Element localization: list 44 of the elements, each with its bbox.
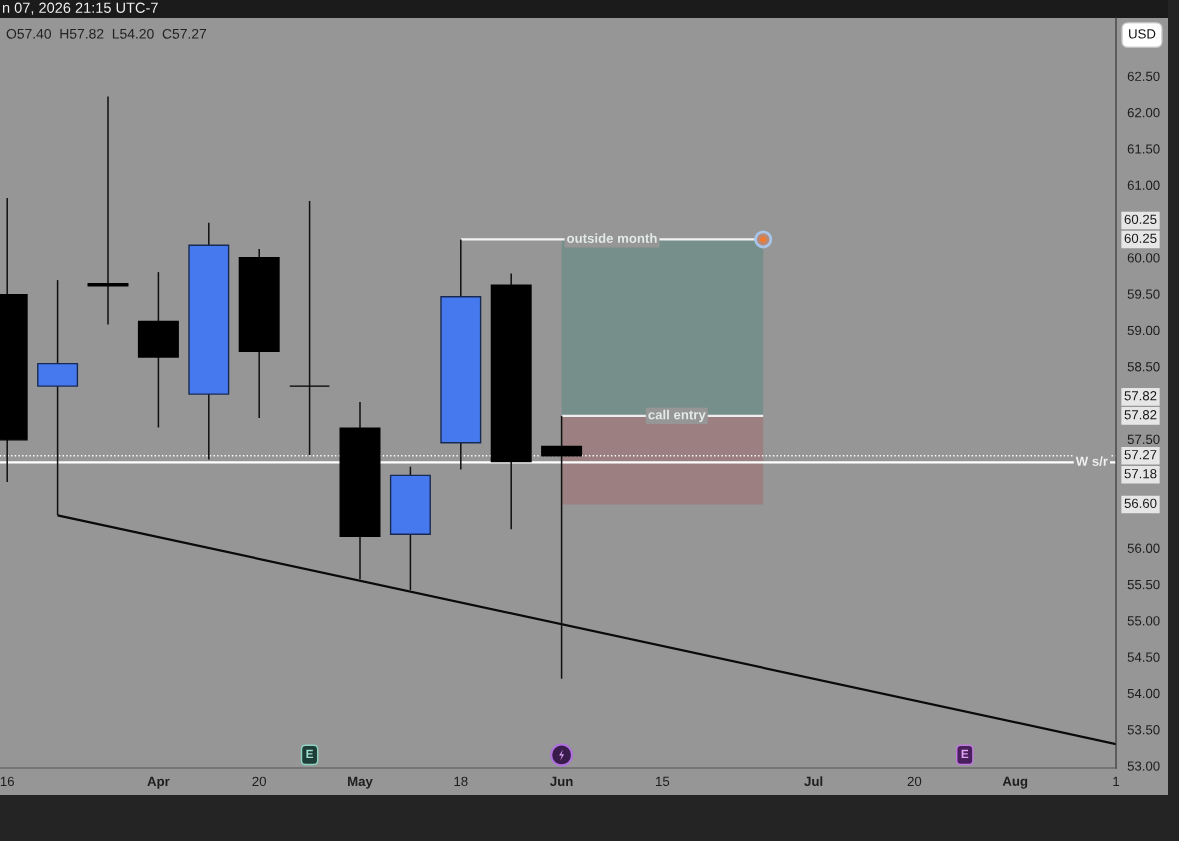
x-tick-label: Aug — [1002, 776, 1028, 789]
text: 57.27 — [1124, 450, 1157, 460]
x-tick-label: 15 — [656, 776, 670, 787]
y-tick-label: 58.50 — [1127, 362, 1160, 372]
text: 57.18 — [1124, 469, 1157, 479]
y-tick-label: 61.50 — [1127, 144, 1160, 154]
candlestick — [289, 200, 331, 456]
y-tick-label: 55.50 — [1127, 579, 1160, 590]
x-tick-label: Jun — [550, 776, 573, 787]
y-tick-label: 54.00 — [1127, 688, 1160, 699]
y-tick-label: 60.00 — [1127, 253, 1160, 263]
text: 56.60 — [1124, 498, 1157, 508]
text: 57.82 — [1124, 391, 1157, 401]
text: 60.25 — [1124, 233, 1157, 243]
x-tick-label: 20 — [907, 776, 922, 787]
y-tick-label: 62.00 — [1127, 107, 1160, 118]
y-tick-label: 59.50 — [1127, 289, 1160, 299]
text: 60.25 — [1124, 214, 1157, 224]
x-tick-label: May — [348, 776, 373, 789]
y-tick-label: 57.50 — [1127, 434, 1160, 445]
candlestick — [87, 95, 129, 326]
x-tick-label: 18 — [454, 776, 468, 787]
y-tick-label: 62.50 — [1127, 71, 1160, 81]
text: O57.40 H57.82 L54.20 C57.27 — [6, 28, 207, 39]
annotation: call entry — [648, 409, 706, 423]
text: 57.82 — [1124, 410, 1157, 420]
x-tick-label: Apr — [147, 776, 170, 789]
y-tick-label: 53.00 — [1127, 761, 1160, 771]
x-tick-label: 20 — [252, 776, 267, 787]
annotation: outside month — [567, 233, 657, 243]
x-tick-label: Jul — [804, 776, 823, 787]
y-tick-label: 59.00 — [1127, 325, 1160, 336]
annotation: E — [306, 749, 314, 758]
x-tick-label: 1 — [1113, 776, 1120, 786]
y-axis-title: USD — [1129, 29, 1156, 39]
y-tick-label: 61.00 — [1127, 180, 1160, 190]
chart-title: n 07, 2026 21:15 UTC-7 — [2, 2, 158, 15]
x-tick-label: 16 — [0, 776, 14, 787]
y-tick-label: 55.00 — [1127, 616, 1160, 626]
y-tick-label: 54.50 — [1127, 652, 1160, 662]
y-tick-label: 53.50 — [1127, 725, 1160, 735]
y-tick-label: 56.00 — [1127, 543, 1160, 553]
annotation: E — [961, 749, 969, 758]
ref-line-label: W s/r — [1075, 456, 1108, 467]
